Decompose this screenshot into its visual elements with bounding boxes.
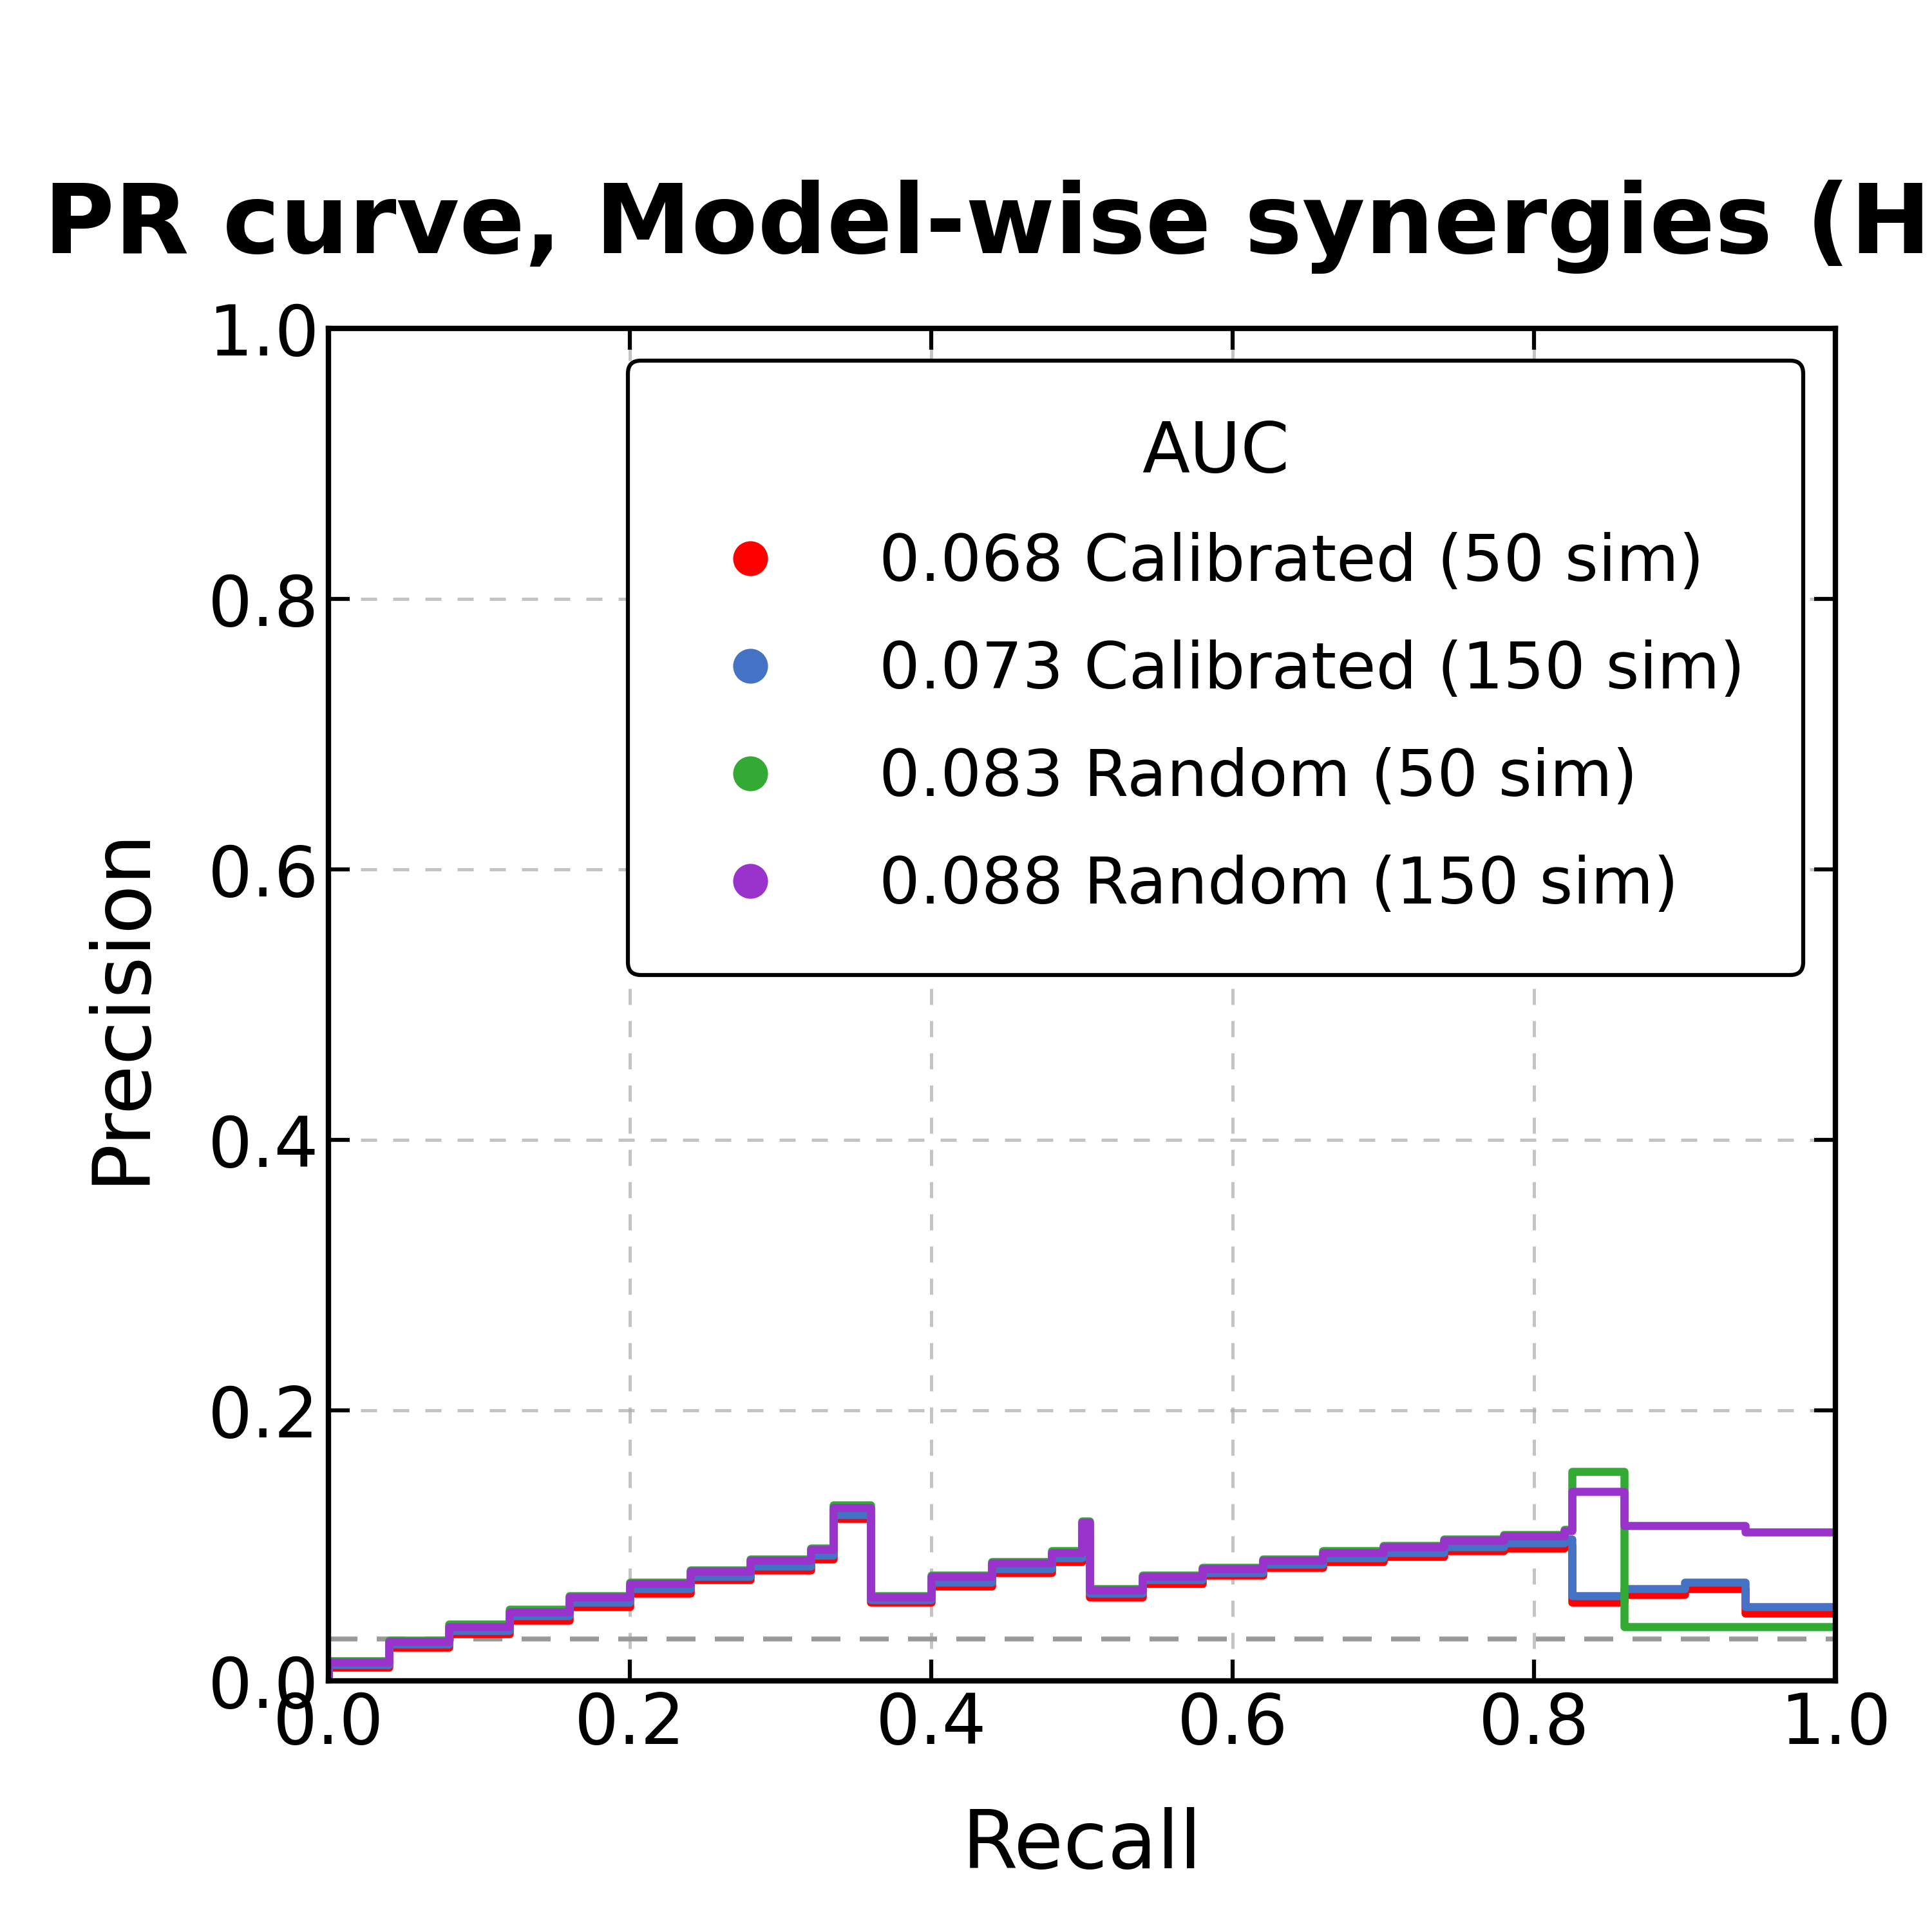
X-axis label: Recall: Recall bbox=[962, 1806, 1202, 1886]
Legend: 0.068 Calibrated (50 sim), 0.073 Calibrated (150 sim), 0.083 Random (50 sim), 0.: 0.068 Calibrated (50 sim), 0.073 Calibra… bbox=[628, 361, 1803, 976]
Title: PR curve, Model-wise synergies (HSA): PR curve, Model-wise synergies (HSA) bbox=[44, 180, 1932, 274]
Y-axis label: Precision: Precision bbox=[81, 825, 160, 1184]
